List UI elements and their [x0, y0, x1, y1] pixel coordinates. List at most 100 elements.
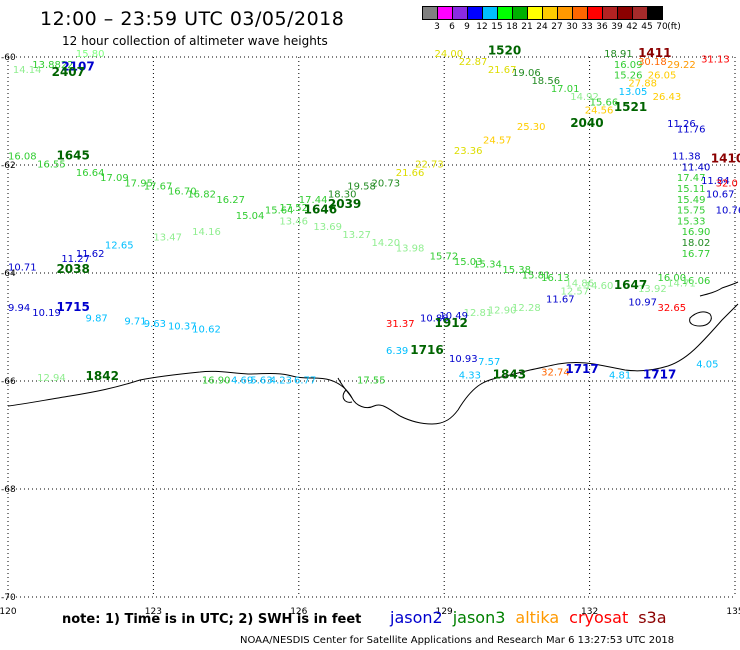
scale-label-70: 70: [656, 22, 668, 32]
antarctic-coastline: [7, 303, 739, 425]
pass-time-label: 1647: [614, 278, 647, 292]
wave-height-label: 16.08: [8, 152, 37, 163]
wave-height-label: 15.38: [502, 265, 531, 276]
scale-label-3: 3: [434, 22, 440, 32]
wave-height-label: 14.92: [570, 92, 599, 103]
wave-height-label: 13.46: [279, 216, 308, 227]
legend-altika: altika: [515, 608, 560, 627]
wave-height-label: 26.05: [648, 71, 677, 82]
legend-s3a: s3a: [638, 608, 667, 627]
wave-height-label: 20.73: [372, 179, 401, 190]
wave-height-label: 15.72: [430, 252, 459, 263]
wave-height-label: 32.0: [716, 179, 738, 190]
wave-height-label: 9.87: [86, 314, 108, 325]
pass-time-label: 1717: [643, 367, 676, 381]
wave-height-label: 11.40: [682, 162, 711, 173]
wave-height-label: 18.02: [682, 238, 711, 249]
lon-tick-126: 126: [290, 607, 307, 617]
wave-height-label: 15.66: [590, 98, 619, 109]
wave-height-label: 6.39: [386, 346, 408, 357]
pass-time-label: 1645: [56, 149, 89, 163]
wave-height-label: 14.71: [667, 279, 696, 290]
pass-time-label: 1716: [410, 343, 443, 357]
pass-time-label: 1842: [86, 369, 119, 383]
wave-height-label: 16.77: [682, 249, 711, 260]
wave-height-label: 17.01: [551, 84, 580, 95]
coastline: [7, 281, 739, 425]
wave-height-label: 32.65: [657, 303, 686, 314]
wave-height-label: 10.49: [439, 311, 468, 322]
wave-height-label: 19.58: [347, 181, 376, 192]
pass-time-label: 1520: [488, 43, 521, 57]
wave-height-label: 17.95: [124, 179, 153, 190]
wave-height-label: 21.67: [488, 65, 517, 76]
wave-height-label: 10.71: [8, 262, 37, 273]
pass-time-label: 1912: [435, 316, 468, 330]
wave-height-label: 15.11: [677, 184, 706, 195]
scale-label-42: 42: [626, 22, 638, 32]
wave-height-label: 10.37: [168, 322, 197, 333]
pass-time-label: 1410: [711, 151, 740, 165]
wave-height-label: 10.88: [420, 314, 449, 325]
scale-label-12: 12: [476, 22, 488, 32]
wave-height-label: 16.06: [682, 276, 711, 287]
wave-height-label: 13.92: [638, 284, 667, 295]
wave-height-label: 9.94: [8, 303, 30, 314]
scale-unit-label: (ft): [667, 22, 681, 32]
wave-height-label: 18.91: [604, 49, 633, 60]
wave-height-label: 14.60: [585, 281, 614, 292]
wave-height-label: 12.90: [488, 306, 517, 317]
color-scale-labels: 3 6 9 12 15 18 21 24 27 30 33 36 39 42 45 70 (ft): [422, 22, 740, 34]
wave-height-label: 9.63: [144, 319, 166, 330]
lon-tick-135: 135: [726, 607, 740, 617]
scale-label-9: 9: [464, 22, 470, 32]
footer-note: note: 1) Time is in UTC; 2) SWH is in fe…: [62, 612, 362, 627]
wave-height-label: 24.56: [585, 106, 614, 117]
coast-inlet-1: [337, 377, 353, 403]
scale-label-45: 45: [641, 22, 653, 32]
pass-time-label: 2039: [328, 197, 361, 211]
scale-label-30: 30: [566, 22, 578, 32]
scale-label-15: 15: [491, 22, 503, 32]
lon-tick-120: 120: [0, 607, 17, 617]
wave-height-label: 16.55: [37, 160, 66, 171]
wave-height-label: 13.98: [396, 243, 425, 254]
wave-height-label: 13.69: [313, 222, 342, 233]
wave-height-label: 12.57: [561, 287, 590, 298]
lat-lon-grid: [7, 56, 736, 598]
wave-height-label: 16.09: [614, 60, 643, 71]
map-title: 12:00 – 23:59 UTC 03/05/2018: [40, 8, 345, 30]
wave-height-label: 11.38: [672, 152, 701, 163]
wave-height-label: 10.97: [628, 297, 657, 308]
wave-height-label: 9.71: [124, 316, 146, 327]
wave-height-label: 24.00: [435, 49, 464, 60]
wave-height-label: 22.87: [459, 57, 488, 68]
wave-height-label: 17.67: [144, 181, 173, 192]
satellite-legend: jason2 jason3 altika cryosat s3a: [390, 608, 667, 627]
pass-time-label: 1715: [56, 300, 89, 314]
coast-island: [689, 311, 712, 327]
wave-height-label: 15.34: [473, 260, 502, 271]
coast-tail: [699, 281, 739, 297]
wave-height-label: 24.57: [483, 135, 512, 146]
lat-tick--66: -66: [1, 377, 16, 387]
wave-height-label: 13.27: [342, 230, 371, 241]
wave-height-label: 21.66: [396, 168, 425, 179]
lat-tick--62: -62: [1, 161, 16, 171]
map-subtitle: 12 hour collection of altimeter wave hei…: [62, 34, 328, 48]
wave-height-label: 15.26: [614, 71, 643, 82]
footer-credit: NOAA/NESDIS Center for Satellite Applica…: [240, 635, 675, 646]
color-scale-bar: [422, 6, 663, 20]
wave-height-label: 14.20: [372, 238, 401, 249]
wave-height-label: 31.37: [386, 319, 415, 330]
pass-time-label: 1717: [565, 362, 598, 376]
wave-height-label: 10.19: [32, 308, 61, 319]
wave-height-label: 14.16: [192, 227, 221, 238]
wave-height-label: 4.05: [696, 360, 718, 371]
wave-height-label: 16.90: [682, 227, 711, 238]
wave-height-label: 17.55: [357, 376, 386, 387]
pass-time-label: 1843: [493, 367, 526, 381]
wave-height-label: 11.67: [546, 295, 575, 306]
